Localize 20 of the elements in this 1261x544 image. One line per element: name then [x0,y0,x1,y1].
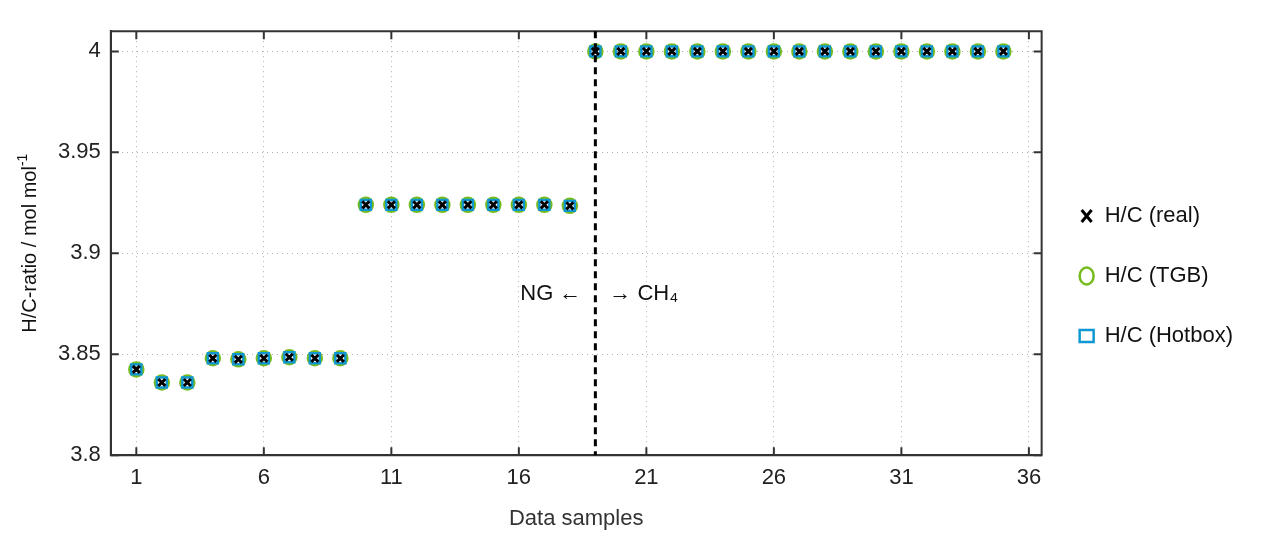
x-tick-label: 11 [379,464,403,490]
y-axis-title: H/C-ratio / mol mol-1 [13,153,40,333]
y-tick-label: 4 [88,37,101,63]
x-tick-label: 36 [1016,464,1042,490]
annotation: → CH₄ [609,280,679,306]
y-tick-label: 3.85 [57,340,101,366]
x-tick-label: 1 [130,464,143,490]
legend-label: H/C (Hotbox) [1104,322,1233,348]
x-tick-label: 21 [634,464,659,490]
y-tick-label: 3.8 [70,441,101,467]
x-tick-label: 26 [761,464,787,490]
x-tick-label: 6 [257,464,270,490]
legend-label: H/C (real) [1104,202,1200,228]
annotation: NG ← [520,280,582,306]
y-tick-label: 3.9 [70,239,101,265]
legend-label: H/C (TGB) [1104,262,1209,288]
x-tick-label: 16 [506,464,532,490]
x-tick-label: 31 [889,464,914,490]
x-axis-title: Data samples [508,504,644,530]
y-tick-label: 3.95 [57,138,101,164]
